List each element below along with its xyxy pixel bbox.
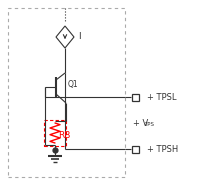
Text: + V: + V [133, 119, 148, 127]
Text: Q1: Q1 [68, 80, 78, 88]
Text: + TPSL: + TPSL [146, 92, 176, 102]
Text: I: I [78, 31, 80, 41]
Bar [132, 93, 139, 100]
Text: RB: RB [58, 130, 70, 139]
Bar [132, 145, 139, 152]
Text: + TPSH: + TPSH [146, 144, 177, 154]
Text: TPS: TPS [144, 122, 154, 127]
